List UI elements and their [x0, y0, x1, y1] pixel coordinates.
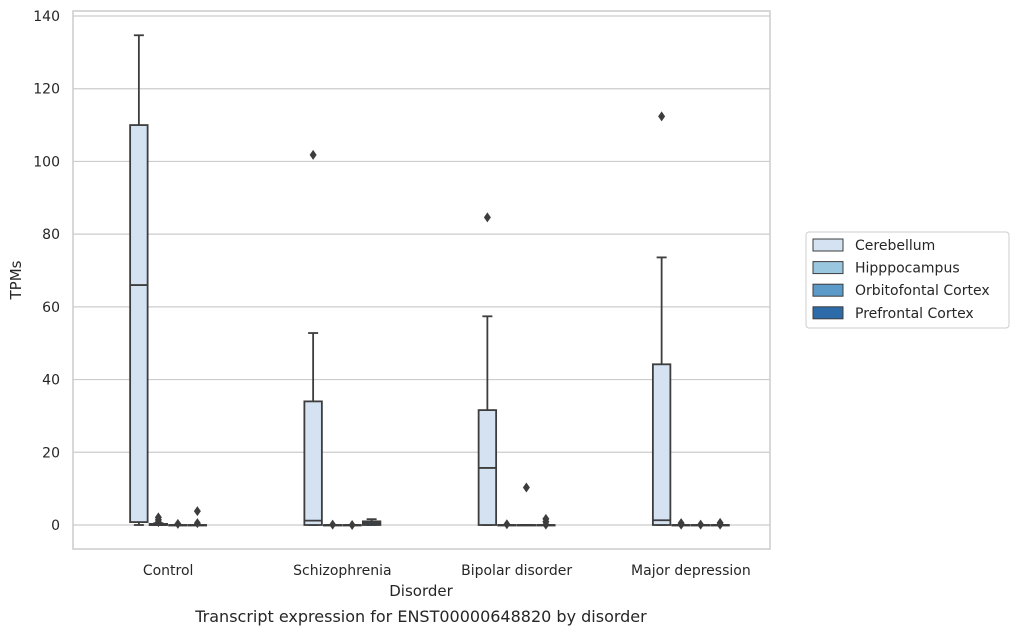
legend-label: Orbitofontal Cortex: [855, 283, 990, 299]
plot-frame: [72, 10, 771, 550]
box-hipppocampus: [322, 519, 343, 530]
legend-label: Hipppocampus: [855, 261, 960, 277]
y-tick-label: 140: [33, 9, 60, 25]
legend-swatch: [812, 306, 844, 320]
outlier-point: [716, 517, 724, 528]
y-tick-label: 80: [42, 227, 60, 243]
outlier-point: [677, 518, 685, 529]
box-orbitofontal-cortex: [690, 519, 711, 530]
box-series: [129, 34, 730, 530]
x-tick-labels: Control Schizophrenia Bipolar disorder Majo…: [143, 563, 751, 579]
box-prefrontal-cortex: [710, 517, 730, 530]
outlier-point: [154, 512, 162, 523]
outlier-point: [348, 520, 356, 530]
box-orbitofontal-cortex: [168, 518, 188, 529]
box-orbitofontal-cortex: [342, 520, 362, 530]
y-tick-label: 120: [33, 82, 60, 98]
box-orbitofontal-cortex: [516, 482, 537, 527]
legend-swatch: [812, 283, 844, 297]
outlier-point: [174, 518, 182, 529]
outlier-point: [329, 519, 337, 530]
box-iqr: [129, 124, 149, 523]
outlier-point: [522, 482, 530, 493]
legend-label: Prefrontal Cortex: [855, 306, 974, 322]
box-prefrontal-cortex: [536, 513, 556, 530]
y-tick-label: 0: [51, 518, 60, 534]
outlier-point: [483, 212, 491, 223]
y-tick-labels: 0 20 40 60 80 100 120 140: [33, 9, 60, 534]
legend-swatch: [812, 261, 844, 275]
y-axis-label: TPMs: [7, 260, 25, 300]
outlier-point: [193, 518, 201, 529]
box-iqr: [651, 363, 672, 526]
y-tick-label: 20: [42, 445, 60, 461]
box-cerebellum: [651, 111, 672, 526]
legend-frame: [805, 231, 1010, 329]
box-prefrontal-cortex: [361, 518, 382, 526]
box-prefrontal-cortex: [187, 506, 208, 529]
box-hipppocampus: [497, 519, 517, 530]
legend-swatch: [812, 238, 844, 252]
x-tick-label: Control: [143, 563, 194, 579]
box-cerebellum: [129, 34, 149, 526]
box-cerebellum: [477, 212, 498, 526]
box-cerebellum: [303, 149, 323, 526]
outlier-point: [697, 519, 705, 530]
x-axis-label: Disorder: [389, 582, 453, 600]
y-tick-label: 40: [42, 373, 60, 389]
legend: Cerebellum Hipppocampus Orbitofontal Corte…: [805, 231, 1010, 329]
x-tick-label: Major depression: [631, 563, 751, 579]
outlier-point: [658, 111, 666, 122]
box-iqr: [303, 400, 323, 526]
outlier-point: [542, 513, 550, 524]
box-hipppocampus: [671, 518, 691, 530]
x-tick-label: Schizophrenia: [293, 563, 391, 579]
outlier-point: [193, 506, 201, 517]
y-tick-label: 60: [42, 300, 60, 316]
x-tick-label: Bipolar disorder: [461, 563, 572, 579]
box-hipppocampus: [148, 512, 169, 528]
chart-caption: Transcript expression for ENST0000064882…: [194, 607, 647, 626]
y-tick-label: 100: [33, 154, 60, 170]
legend-label: Cerebellum: [855, 238, 935, 254]
outlier-point: [309, 149, 317, 160]
outlier-point: [503, 519, 511, 530]
